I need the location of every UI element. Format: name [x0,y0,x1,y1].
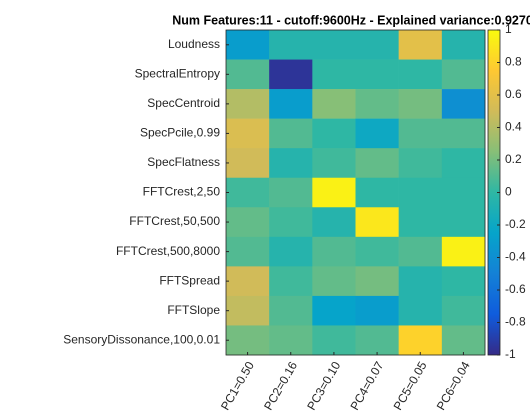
colorbar-tick-label: 0 [505,185,512,199]
cell [312,295,356,326]
cell [441,236,486,267]
x-tick-label: PC6=0.04 [434,359,473,412]
cell [398,236,443,267]
x-tick-label: PC5=0.05 [391,359,430,412]
cell [441,148,486,179]
cell [398,295,443,326]
cell [226,89,270,119]
cell [226,177,270,208]
colorbar-tick-label: -1 [505,347,516,361]
cell [355,177,399,208]
x-tick-label: PC4=0.07 [347,359,386,412]
y-tick-label: SpecPcile,0.99 [140,126,220,140]
colorbar-tick-label: 0.8 [505,55,522,69]
cell [355,148,399,179]
cell [226,118,270,149]
colorbar-tick-label: -0.4 [505,250,526,264]
cell [312,325,356,356]
cell [269,207,313,238]
cell [226,266,270,297]
y-tick-label: FFTSpread [159,273,220,287]
cell [355,207,399,238]
cell [312,30,356,60]
colorbar-tick-label: 0.4 [505,120,522,134]
cell [398,266,443,297]
cell [398,177,443,208]
plot-frame [225,29,486,356]
colorbar-tick-label: -0.2 [505,217,526,231]
cell [226,30,270,60]
cell [312,207,356,238]
cell [355,89,399,119]
cell [355,266,399,297]
cell [441,89,486,119]
cell [269,30,313,60]
cell [441,30,486,60]
cell [355,118,399,149]
cell [226,59,270,90]
y-tick-label: FFTCrest,500,8000 [116,244,220,258]
cell [398,325,443,356]
colorbar-tick-label: -0.6 [505,282,526,296]
cell [312,118,356,149]
cell [269,118,313,149]
colorbar-tick-label: 1 [505,22,512,36]
y-tick-label: FFTCrest,50,500 [129,214,220,228]
cell [269,89,313,119]
cell [441,325,486,356]
cell [398,118,443,149]
cell [355,30,399,60]
cell [355,295,399,326]
cell [312,266,356,297]
x-tick-label: PC2=0.16 [261,359,300,412]
y-tick-label: FFTSlope [167,303,220,317]
cell [398,207,443,238]
cell [355,236,399,267]
y-tick-label: SpecCentroid [147,96,220,110]
cell [398,89,443,119]
cell [269,266,313,297]
cell [398,59,443,90]
cell [398,148,443,179]
cell [441,295,486,326]
cell [269,59,313,90]
cell [269,325,313,356]
cell [441,177,486,208]
cell [226,148,270,179]
cell [269,295,313,326]
cell [312,236,356,267]
y-tick-label: SpecFlatness [147,155,220,169]
colorbar-tick-label: 0.2 [505,152,522,166]
cell [312,89,356,119]
cell [312,59,356,90]
y-tick-label: SpectralEntropy [135,66,220,80]
y-tick-label: SensoryDissonance,100,0.01 [63,332,220,346]
cell [398,30,443,60]
cell [226,325,270,356]
cell [312,148,356,179]
cell [355,325,399,356]
cell [441,59,486,90]
cell [441,266,486,297]
y-tick-label: Loudness [168,37,220,51]
cell [226,207,270,238]
cell [355,59,399,90]
cell [312,177,356,208]
x-tick-label: PC3=0.10 [304,359,343,412]
cell [269,148,313,179]
cell [269,177,313,208]
x-tick-label: PC1=0.50 [218,359,257,412]
cell [226,295,270,326]
y-tick-label: FFTCrest,2,50 [143,185,221,199]
cell [269,236,313,267]
cell [441,207,486,238]
chart-title: Num Features:11 - cutoff:9600Hz - Explai… [172,13,530,27]
cell [226,236,270,267]
cell [441,118,486,149]
colorbar-tick-label: 0.6 [505,87,522,101]
colorbar-tick-label: -0.8 [505,315,526,329]
